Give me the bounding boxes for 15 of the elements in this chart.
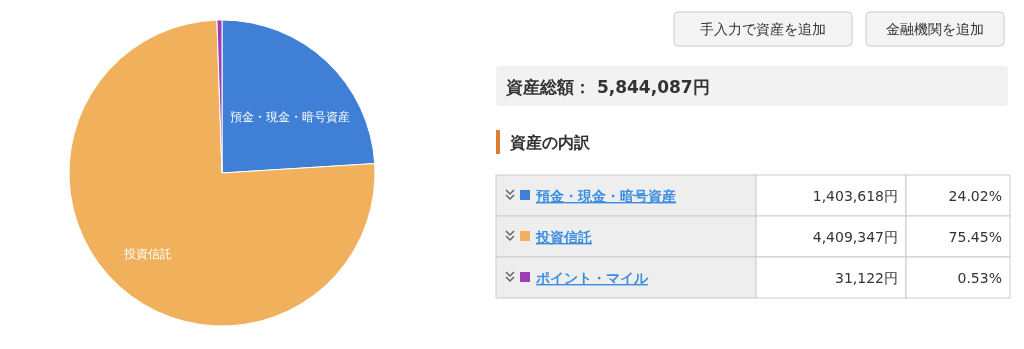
text: 75.45% — [948, 229, 1002, 245]
slice-label: 投資信託 — [122, 247, 172, 261]
text: 資産の内訳 — [509, 133, 591, 152]
text: 31,122円 — [835, 270, 898, 286]
slice-label: 預金・現金・暗号資産 — [230, 109, 350, 124]
legend-label: 預金・現金・暗号資産 — [535, 188, 676, 204]
text: 0.53% — [957, 270, 1002, 286]
text: 4,409,347円 — [812, 229, 898, 245]
text: 金融機関を追加 — [886, 21, 984, 37]
text: 手入力で資産を追加 — [700, 21, 826, 37]
text: 1,403,618円 — [812, 188, 898, 204]
legend-label: 投資信託 — [535, 229, 592, 245]
text: 資産総額： 5,844,087円 — [505, 77, 710, 97]
text: 24.02% — [948, 188, 1002, 204]
legend-label: ポイント・マイル — [535, 270, 649, 286]
